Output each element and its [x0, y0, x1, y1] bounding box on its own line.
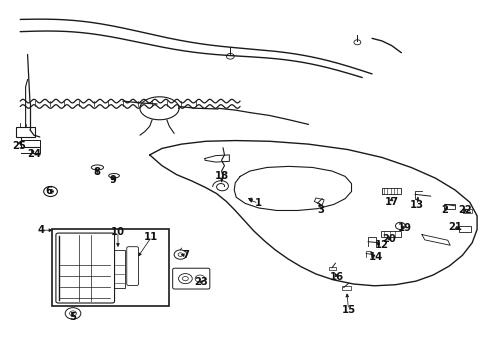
- Text: 10: 10: [111, 227, 125, 237]
- Text: 22: 22: [458, 206, 472, 216]
- Text: 11: 11: [144, 232, 158, 242]
- Text: 8: 8: [93, 167, 100, 177]
- Text: 23: 23: [194, 277, 208, 287]
- Text: 2: 2: [441, 206, 448, 216]
- Text: 16: 16: [330, 272, 344, 282]
- Text: 9: 9: [110, 175, 117, 185]
- Text: 19: 19: [398, 224, 412, 233]
- Text: 21: 21: [448, 222, 462, 231]
- Text: 12: 12: [375, 240, 389, 250]
- Bar: [381, 231, 401, 237]
- Bar: [463, 209, 472, 213]
- Bar: [52, 229, 169, 306]
- Text: 7: 7: [182, 250, 189, 260]
- Text: 14: 14: [369, 252, 383, 262]
- Bar: [329, 267, 336, 270]
- Bar: [114, 250, 125, 288]
- Text: 5: 5: [70, 312, 76, 322]
- Text: 6: 6: [45, 186, 52, 197]
- Text: 18: 18: [215, 171, 229, 181]
- Text: 4: 4: [37, 225, 44, 235]
- Text: 20: 20: [382, 234, 396, 244]
- Text: 17: 17: [385, 197, 398, 207]
- Text: 25: 25: [12, 141, 26, 151]
- Bar: [459, 226, 471, 232]
- Text: 15: 15: [342, 305, 356, 315]
- Bar: [444, 204, 455, 210]
- Bar: [342, 286, 350, 291]
- Text: 3: 3: [318, 206, 324, 216]
- Text: 13: 13: [410, 200, 424, 210]
- Text: 1: 1: [255, 198, 262, 208]
- Bar: [16, 127, 35, 137]
- Text: 24: 24: [27, 149, 41, 159]
